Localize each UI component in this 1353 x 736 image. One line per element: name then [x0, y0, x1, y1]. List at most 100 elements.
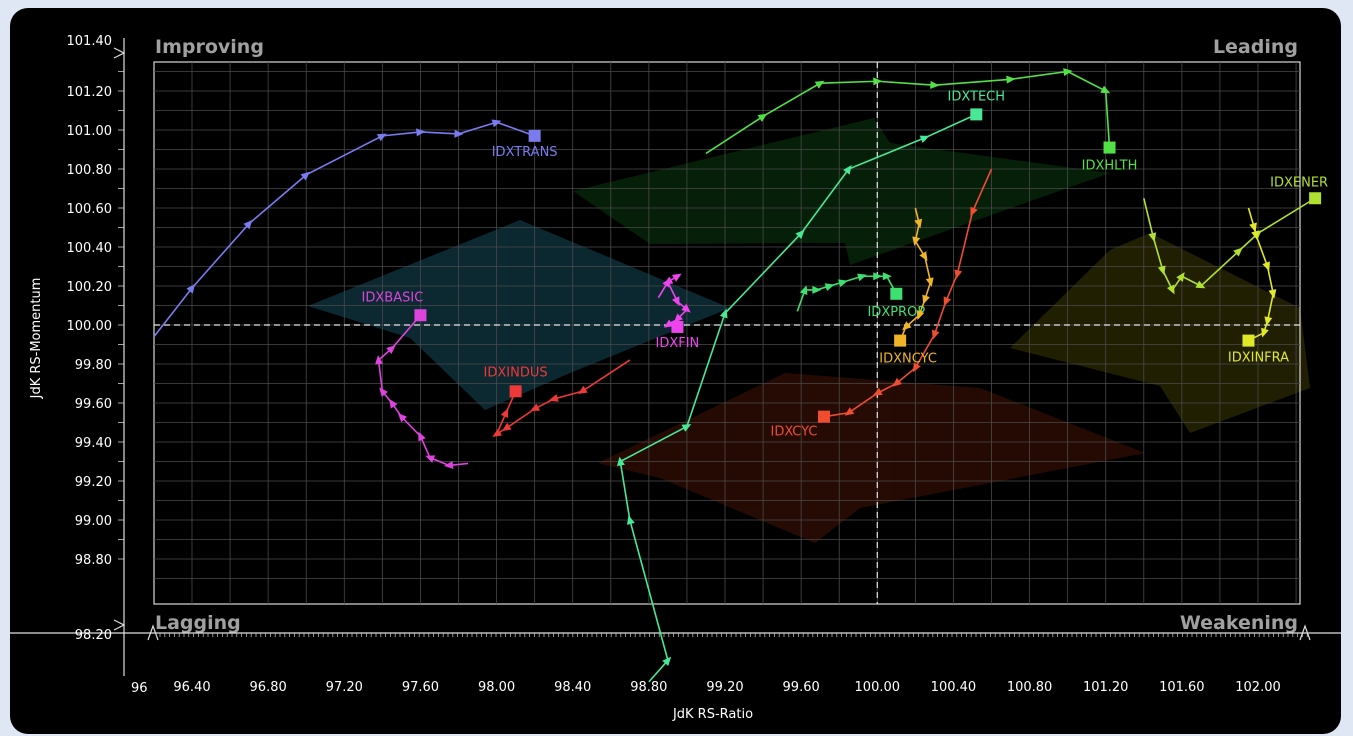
trail-point — [925, 277, 934, 287]
trail-point — [1100, 85, 1111, 94]
arrow-weakening — [1010, 233, 1310, 433]
series-label: IDXPROP — [867, 305, 925, 320]
series-idxbasic: IDXBASIC — [362, 290, 469, 469]
y-tick-label: 99.20 — [75, 475, 112, 490]
trail-point — [243, 219, 253, 230]
plot-border — [153, 61, 1301, 605]
series-label: IDXTECH — [948, 89, 1006, 104]
series-idxindus: IDXINDUS — [484, 359, 631, 437]
trail-point — [919, 251, 928, 262]
trail-point — [931, 329, 940, 340]
trail-point — [548, 394, 559, 402]
trail-point — [843, 164, 852, 175]
trail-point — [491, 119, 502, 128]
current-position-marker — [1242, 334, 1255, 347]
y-tick-label: 100.80 — [67, 163, 113, 178]
current-position-marker — [509, 385, 522, 398]
trail-point — [1262, 261, 1270, 272]
trail-point — [943, 296, 952, 307]
x-tick-label: 96.40 — [173, 680, 210, 695]
trail-point — [500, 408, 509, 419]
trail-point — [1249, 222, 1257, 233]
y-tick-label: 98.80 — [75, 553, 112, 568]
y-tick-label: 99.80 — [75, 358, 112, 373]
quadrant-label-improving: Improving — [155, 36, 264, 58]
trail-point — [954, 269, 963, 280]
trail-point — [671, 273, 682, 282]
trail-point — [662, 656, 672, 667]
trail-line — [823, 168, 993, 418]
quadrant-label-weakening: Weakening — [1180, 612, 1298, 634]
trail-point — [930, 80, 940, 89]
current-position-marker — [894, 334, 907, 347]
trail-point — [681, 303, 691, 313]
series-idxncyc: IDXNCYC — [879, 207, 937, 367]
trail-point — [1166, 284, 1175, 295]
trail-point — [757, 113, 768, 122]
trail-point — [673, 313, 684, 323]
arrow-lagging — [598, 373, 1145, 543]
trail-line — [377, 314, 469, 467]
x-tick-label: 101.60 — [1159, 680, 1205, 695]
y-tick-label: 100.20 — [67, 280, 113, 295]
trail-point — [824, 283, 835, 291]
trail-point — [882, 272, 892, 281]
x-tick-label: 102.00 — [1235, 680, 1281, 695]
series-label: IDXINDUS — [484, 365, 548, 380]
trail-point — [397, 413, 408, 423]
trail-point — [663, 276, 674, 285]
trail-point — [872, 387, 883, 396]
series-label: IDXTRANS — [492, 145, 558, 160]
x-tick-label: 99.60 — [783, 680, 820, 695]
x-tick-label: 97.60 — [402, 680, 439, 695]
trail-point — [892, 377, 902, 387]
trail-point — [681, 424, 692, 432]
trail-point — [1195, 280, 1206, 289]
x-tick-label: 96.80 — [250, 680, 287, 695]
series-label: IDXCYC — [771, 425, 818, 440]
x-tick-label: 100.80 — [1007, 680, 1053, 695]
trail-point — [1268, 289, 1277, 299]
trail-point — [418, 431, 426, 442]
x-axis-break-left — [147, 624, 159, 641]
trail-point — [300, 171, 311, 181]
x-tick-label: 99.20 — [706, 680, 743, 695]
trail-point — [914, 218, 923, 229]
trail-point — [627, 515, 635, 525]
trail-point — [186, 284, 196, 294]
trail-point — [916, 310, 925, 320]
trail-point — [812, 285, 822, 294]
trail-point — [672, 296, 680, 307]
series-idxfin: IDXFIN — [656, 273, 699, 351]
trail-point — [799, 285, 808, 296]
current-position-marker — [970, 108, 983, 121]
x-tick-label: 98.80 — [630, 680, 667, 695]
trail-point — [386, 345, 396, 355]
x-tick-label: 101.20 — [1083, 680, 1129, 695]
grid — [154, 62, 1300, 604]
trail-point — [379, 387, 388, 397]
trail-line — [619, 113, 977, 683]
trail-point — [873, 272, 883, 281]
trail-point — [501, 422, 512, 432]
x-axis-break-right — [1299, 624, 1311, 641]
y-tick-label: 101.00 — [67, 124, 113, 139]
series-label: IDXNCYC — [879, 352, 937, 367]
trail-point — [1006, 75, 1016, 84]
trail-point — [795, 229, 805, 240]
trail-point — [1251, 230, 1260, 241]
rrg-chart: Improving Leading Lagging Weakening 98.80 99.… — [10, 34, 1341, 722]
trail-point — [376, 133, 387, 142]
trail-point — [902, 321, 912, 331]
current-position-marker — [1309, 192, 1322, 205]
y-tick-label: 101.20 — [67, 85, 113, 100]
current-position-marker — [817, 410, 830, 423]
series-idxcyc: IDXCYC — [771, 168, 993, 440]
trail-point — [922, 294, 930, 305]
y-tick-label: 99.60 — [75, 397, 112, 412]
trail-point — [375, 355, 384, 365]
trail-point — [970, 206, 978, 217]
quadrant-label-leading: Leading — [1213, 36, 1298, 58]
trail-point — [530, 403, 541, 412]
series-idxprop: IDXPROP — [796, 272, 925, 320]
